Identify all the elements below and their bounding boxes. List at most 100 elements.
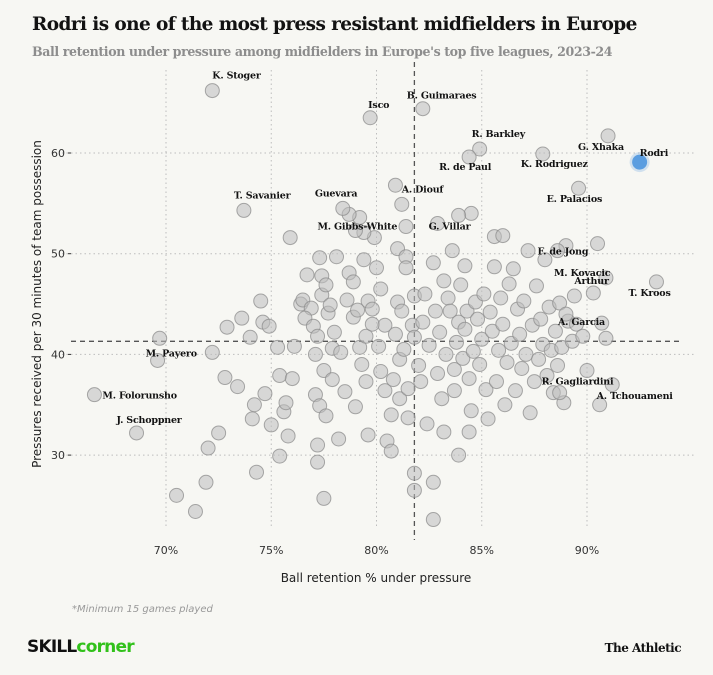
data-point: [219, 319, 235, 335]
point-label: J. Schoppner: [116, 415, 183, 426]
gridlines: [62, 70, 695, 527]
data-point-labeled: [598, 270, 614, 286]
point-label: M. Kovacic: [554, 268, 611, 279]
data-point-labeled: [592, 397, 608, 413]
data-point-labeled: [335, 200, 351, 216]
point-label: B. Guimaraes: [407, 91, 477, 102]
data-point: [392, 391, 408, 407]
data-point: [457, 258, 473, 274]
data-point: [169, 487, 185, 503]
data-point: [211, 425, 227, 441]
data-point: [539, 368, 555, 384]
y-tick-label: 60: [51, 147, 65, 160]
data-point: [310, 454, 326, 470]
data-point: [152, 330, 168, 346]
data-point-labeled: [552, 385, 568, 401]
data-point: [478, 382, 494, 398]
data-point-labeled: [461, 149, 477, 165]
data-point: [318, 408, 334, 424]
x-tick-label: 70%: [154, 544, 178, 557]
data-point: [482, 304, 498, 320]
data-point: [457, 321, 473, 337]
data-point: [598, 330, 614, 346]
data-point: [316, 490, 332, 506]
point-label: R. Gagliardini: [542, 377, 614, 388]
x-tick-label: 85%: [470, 544, 494, 557]
data-point: [533, 311, 549, 327]
point-label: K. Stoger: [212, 71, 262, 82]
data-point: [434, 391, 450, 407]
data-point: [406, 329, 422, 345]
data-point: [217, 370, 233, 386]
data-point: [400, 381, 416, 397]
data-point: [347, 399, 363, 415]
x-axis-ticks: 70% 75% 80% 85% 90%: [154, 544, 599, 557]
x-tick-label: 75%: [259, 544, 283, 557]
data-point: [387, 326, 403, 342]
data-point: [272, 448, 288, 464]
data-point: [242, 329, 258, 345]
data-point: [501, 276, 517, 292]
point-label: G. Xhaka: [578, 142, 624, 153]
data-point: [278, 395, 294, 411]
data-point: [204, 344, 220, 360]
data-point: [444, 243, 460, 259]
data-point: [505, 261, 521, 277]
data-point: [369, 260, 384, 276]
point-label: Arthur: [573, 276, 610, 287]
point-label: A. Diouf: [401, 184, 445, 195]
data-point: [187, 503, 203, 519]
data-point-labeled: [347, 223, 363, 239]
data-point-labeled: [600, 128, 616, 144]
data-point: [520, 243, 536, 259]
data-point: [590, 236, 606, 252]
data-point: [373, 281, 389, 297]
data-point: [537, 252, 553, 268]
data-point: [234, 310, 250, 326]
data-point: [476, 286, 492, 302]
data-point: [350, 302, 366, 318]
data-point: [436, 273, 452, 289]
data-point: [516, 293, 532, 309]
point-label: A. Garcia: [557, 317, 605, 328]
chart-subtitle: Ball retention under pressure among midf…: [32, 44, 613, 59]
data-point: [446, 362, 462, 378]
point-label: G. Villar: [429, 221, 472, 232]
data-point: [383, 407, 399, 423]
data-point: [364, 301, 380, 317]
data-point: [312, 250, 328, 266]
data-point-labeled: [571, 180, 587, 196]
data-point: [345, 274, 361, 290]
data-point: [272, 368, 288, 384]
data-point-labeled: [566, 288, 582, 304]
data-point: [339, 292, 355, 308]
data-point: [575, 328, 591, 344]
data-point: [299, 267, 315, 283]
data-point: [552, 295, 568, 311]
data-point: [358, 328, 374, 344]
data-point: [463, 403, 479, 419]
data-point: [585, 285, 601, 301]
data-point: [387, 177, 403, 193]
data-point: [455, 350, 471, 366]
point-label: T. Savanier: [234, 190, 292, 201]
data-point: [352, 339, 368, 355]
x-axis-label: Ball retention % under pressure: [281, 571, 472, 585]
data-point: [310, 437, 326, 453]
data-point: [406, 482, 422, 498]
data-point: [497, 397, 513, 413]
data-point: [446, 383, 462, 399]
data-point: [436, 424, 452, 440]
data-point: [495, 316, 511, 332]
data-point: [383, 443, 399, 459]
data-point: [461, 371, 477, 387]
data-point: [438, 346, 454, 362]
data-point: [518, 346, 534, 362]
data-point-labeled: [204, 83, 220, 99]
y-axis-label: Pressures received per 30 minutes of tea…: [30, 140, 44, 468]
data-point: [421, 337, 437, 353]
point-label: R. Barkley: [472, 129, 526, 140]
data-point: [474, 331, 490, 347]
point-label: T. Kroos: [628, 288, 670, 299]
data-point-labeled: [236, 202, 252, 218]
